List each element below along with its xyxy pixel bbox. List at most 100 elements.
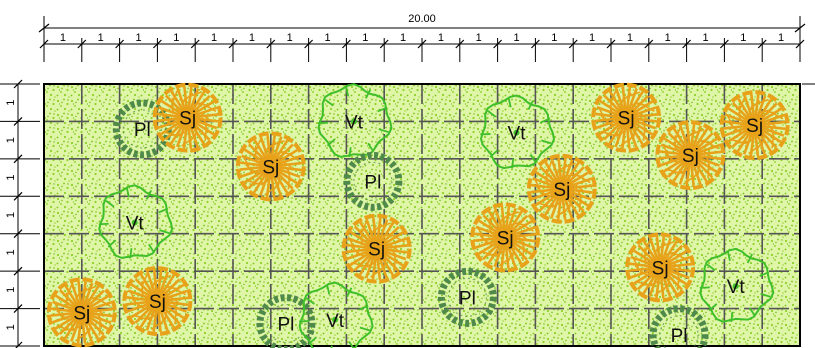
plant-label: Vt xyxy=(345,112,364,133)
sj-leaf xyxy=(264,145,270,154)
vt-notch xyxy=(511,158,515,169)
sj-leaf xyxy=(99,299,111,307)
segment-label: 1 xyxy=(173,32,179,44)
segment-label: 1 xyxy=(5,249,17,255)
sj-leaf xyxy=(276,150,286,155)
sj-leaf xyxy=(361,221,368,233)
vt-notch xyxy=(730,311,734,322)
sj-leaf xyxy=(521,249,525,261)
vt-notch xyxy=(129,248,133,259)
sj-leaf xyxy=(680,168,689,175)
sj-outline xyxy=(719,90,790,161)
sj-leaf xyxy=(634,265,644,274)
sj-leaf xyxy=(250,170,260,175)
sj-outline xyxy=(591,82,662,153)
vt-notch xyxy=(107,239,117,248)
plant-symbols: Pl Sj Vt Sj Pl Vt Sj Sj Sj Pl Vt Vt Sj Sj Pl Sj Sj Sj Sj Vt… xyxy=(46,82,790,348)
pl-inner xyxy=(353,161,393,201)
sj-leaf xyxy=(98,324,102,336)
sj-leaf xyxy=(166,121,177,127)
sj-leaf xyxy=(696,139,706,144)
sj-leaf xyxy=(498,258,509,267)
sj-leaf xyxy=(78,287,88,296)
sj-leaf xyxy=(536,186,546,195)
plant-label: Vt xyxy=(326,311,345,332)
sj-leaf xyxy=(351,246,360,255)
vt-notch xyxy=(541,139,552,145)
vt-notch xyxy=(145,190,152,200)
sj-leaf xyxy=(348,238,356,250)
sj-leaf xyxy=(706,159,712,171)
segment-tick-slash xyxy=(568,39,578,49)
plant-symbol-sj: Sj xyxy=(46,277,117,348)
vt-notch xyxy=(726,250,731,261)
segment-label: 1 xyxy=(438,32,444,44)
segment-tick-slash xyxy=(341,39,351,49)
sj-leaf xyxy=(160,274,172,281)
sj-leaf xyxy=(194,128,198,138)
sj-leaf xyxy=(563,204,571,215)
segment-label: 1 xyxy=(740,32,746,44)
sj-leaf xyxy=(245,164,255,173)
sj-leaf xyxy=(533,178,541,190)
sj-leaf xyxy=(199,103,210,107)
sj-leaf xyxy=(676,272,682,283)
sj-leaf xyxy=(181,96,187,106)
vt-center xyxy=(332,316,339,323)
sj-leaf xyxy=(355,252,366,258)
sj-leaf xyxy=(477,227,484,238)
sj-leaf xyxy=(551,201,561,208)
vt-notch xyxy=(527,100,534,110)
sj-leaf xyxy=(518,236,526,246)
sj-leaf xyxy=(574,184,584,191)
segment-tick-slash xyxy=(228,39,238,49)
sj-leaf xyxy=(154,276,164,284)
vt-notch xyxy=(359,326,370,332)
sj-leaf xyxy=(523,224,534,232)
sj-leaf xyxy=(494,250,504,257)
sj-leaf xyxy=(373,223,383,232)
sj-outline xyxy=(235,131,306,202)
plant-label: Sj xyxy=(746,116,763,137)
sj-leaf xyxy=(193,101,203,106)
segment-label: 1 xyxy=(324,32,330,44)
sj-leaf xyxy=(358,264,370,268)
plant-symbol-pl: Pl xyxy=(256,294,316,348)
segment-label: 1 xyxy=(5,324,17,330)
sj-leaf xyxy=(693,128,705,135)
segment-tick-slash xyxy=(13,191,23,201)
vt-outline xyxy=(699,247,775,323)
sj-leaf xyxy=(393,260,396,272)
segment-label: 1 xyxy=(5,212,17,218)
segment-label: 1 xyxy=(778,32,784,44)
sj-leaf xyxy=(662,144,670,156)
sj-leaf xyxy=(598,107,605,119)
sj-leaf xyxy=(284,165,292,175)
vt-notch xyxy=(367,142,375,153)
sj-leaf xyxy=(771,130,776,141)
vt-notch xyxy=(760,292,771,298)
sj-leaf xyxy=(739,97,746,109)
plant-symbol-sj: Sj xyxy=(122,266,193,337)
plant-label: Sj xyxy=(262,157,279,178)
sj-leaf xyxy=(95,311,103,321)
vt-notch xyxy=(746,253,753,264)
sj-leaf xyxy=(150,279,157,289)
segment-tick-slash xyxy=(190,39,200,49)
vt-notch xyxy=(348,147,352,158)
plant-symbol-sj: Sj xyxy=(152,82,223,153)
plant-label: Vt xyxy=(727,277,746,298)
total-tick-slash xyxy=(38,23,50,33)
vt-notch xyxy=(706,263,716,272)
vt-notch xyxy=(749,307,757,317)
sj-leaf xyxy=(56,310,66,318)
sj-leaf xyxy=(383,259,387,269)
sj-leaf xyxy=(567,173,577,177)
sj-leaf xyxy=(669,158,679,164)
sj-leaf xyxy=(190,91,202,97)
sj-leaf xyxy=(766,110,777,114)
sj-leaf xyxy=(162,115,171,124)
sj-leaf xyxy=(201,117,208,126)
sj-leaf xyxy=(358,235,364,246)
sj-leaf xyxy=(726,114,734,126)
